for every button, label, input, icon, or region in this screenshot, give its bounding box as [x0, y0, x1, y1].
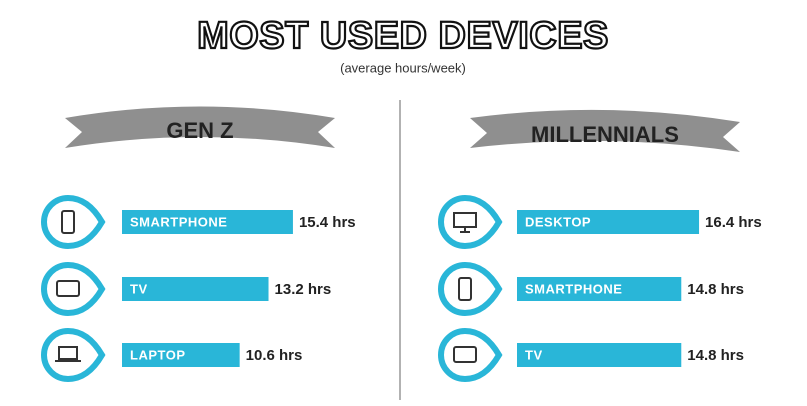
value-label: 16.4 hrs [705, 214, 762, 231]
bar [517, 277, 682, 301]
bar [122, 210, 293, 234]
banner-title: GEN Z [166, 118, 233, 143]
value-label: 13.2 hrs [275, 281, 332, 298]
category-label: DESKTOP [525, 214, 591, 229]
banner-title: MILLENNIALS [531, 122, 679, 147]
value-label: 14.8 hrs [687, 281, 744, 298]
icon-laptop [41, 327, 106, 383]
bar [517, 210, 700, 234]
subtitle: (average hours/week) [340, 60, 466, 75]
bar [122, 343, 240, 367]
category-label: SMARTPHONE [525, 281, 622, 296]
icon-smartphone [438, 261, 503, 317]
value-label: 15.4 hrs [299, 214, 356, 231]
icon-tv [41, 261, 106, 317]
banner [470, 109, 740, 152]
value-label: 14.8 hrs [687, 347, 744, 364]
category-label: TV [130, 281, 148, 296]
icon-smartphone [41, 194, 106, 250]
title: MOST USED DEVICES [197, 15, 609, 57]
bar [122, 277, 269, 301]
category-label: SMARTPHONE [130, 214, 227, 229]
banner [65, 106, 335, 148]
bar [517, 343, 682, 367]
category-label: LAPTOP [130, 347, 186, 362]
category-label: TV [525, 347, 543, 362]
value-label: 10.6 hrs [246, 347, 303, 364]
icon-tv [438, 327, 503, 383]
icon-desktop [438, 194, 503, 250]
